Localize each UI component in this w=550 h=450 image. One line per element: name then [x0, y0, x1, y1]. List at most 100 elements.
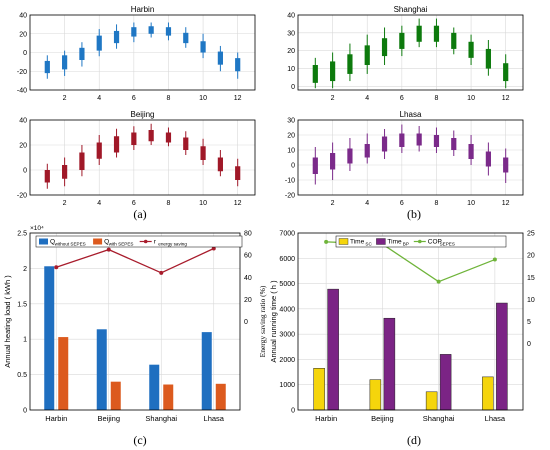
- box: [485, 48, 491, 69]
- y-tick-label: 6000: [279, 256, 295, 263]
- box: [433, 135, 440, 147]
- box: [451, 32, 457, 49]
- box: [62, 55, 68, 70]
- box: [364, 144, 370, 158]
- boxplot-shanghai: 2 4 6 8 10 12 0 10 20 30 40 Shanghai: [287, 5, 524, 102]
- y-tick-label: 1.5: [17, 301, 27, 308]
- bar: [110, 381, 121, 410]
- x-tick-label: 6: [400, 95, 404, 102]
- y2-tick-label: 0: [527, 341, 531, 348]
- boxplot-beijing: 2 4 6 8 10 12 -20 0 20 40 Beijing: [17, 110, 256, 207]
- bar: [96, 329, 107, 410]
- box: [113, 136, 120, 153]
- x-tick-label: 4: [97, 200, 101, 207]
- box: [235, 58, 241, 72]
- box: [44, 170, 50, 183]
- legend-label: Q: [104, 239, 109, 246]
- x-category-label: Beijing: [97, 414, 120, 423]
- box: [62, 165, 68, 179]
- x-tick-label: 6: [400, 200, 404, 207]
- y-tick-label: 10: [287, 66, 295, 73]
- line-point: [492, 257, 497, 262]
- bar: [149, 364, 160, 410]
- y2-tick-label: 40: [244, 275, 252, 282]
- box: [347, 54, 353, 74]
- y2-tick-label: 60: [244, 253, 252, 260]
- plot-frame: [297, 14, 524, 91]
- box: [96, 35, 102, 51]
- boxplot-lhasa: 2 4 6 8 10 12 -20 -10 0 10 20 30 Lhasa: [285, 110, 524, 207]
- y-tick-label: 0: [23, 168, 27, 175]
- bar: [482, 376, 494, 411]
- line-point: [54, 265, 59, 270]
- box: [468, 41, 474, 58]
- x-tick-label: 8: [435, 200, 439, 207]
- y-axis-multiplier: ×10⁴: [30, 225, 44, 232]
- legend-label: Time: [350, 239, 365, 246]
- y-tick-label: -20: [17, 193, 27, 200]
- legend-label: Q: [50, 239, 55, 246]
- bar: [383, 317, 396, 411]
- y-tick-label: 0: [291, 163, 295, 170]
- panel-label-a: (a): [133, 207, 146, 221]
- y2-axis-label: Energy saving ratio (%): [258, 285, 267, 357]
- box: [44, 60, 50, 74]
- line-point: [211, 246, 216, 251]
- legend-swatch: [39, 238, 48, 245]
- x-tick-label: 2: [63, 200, 67, 207]
- legend-label: COP: [428, 239, 442, 246]
- box: [79, 152, 85, 170]
- chart-title: Beijing: [130, 110, 154, 119]
- x-tick-label: 2: [63, 95, 67, 102]
- bar: [496, 302, 508, 411]
- y-tick-label: 0: [291, 408, 295, 415]
- y-tick-label: 1000: [279, 382, 295, 389]
- chart-title: Shanghai: [394, 5, 428, 14]
- box: [433, 25, 440, 42]
- box: [416, 133, 422, 146]
- box: [503, 63, 509, 82]
- y-tick-label: -40: [17, 88, 27, 95]
- box: [165, 27, 172, 36]
- y-tick-label: 4000: [279, 306, 295, 313]
- x-tick-label: 6: [132, 95, 136, 102]
- y-tick-label: 30: [287, 30, 295, 37]
- y-tick-label: 0: [23, 408, 27, 415]
- panel-label-b: (b): [407, 207, 421, 221]
- y-tick-label: 30: [287, 118, 295, 125]
- plot-frame: [297, 232, 524, 411]
- legend-label-subscript: without SEPES: [55, 242, 86, 247]
- box: [399, 32, 405, 49]
- bar: [439, 354, 452, 411]
- y2-tick-label: 20: [527, 253, 535, 260]
- legend-point-swatch: [418, 239, 422, 244]
- x-tick-label: 8: [435, 95, 439, 102]
- legend-label-subscript: with SEPES: [109, 242, 134, 247]
- legend-swatch: [376, 238, 386, 245]
- y-tick-label: -20: [285, 193, 295, 200]
- box: [148, 130, 154, 142]
- x-tick-label: 2: [331, 200, 335, 207]
- x-category-label: Shanghai: [145, 414, 177, 423]
- y2-tick-label: 80: [244, 231, 252, 238]
- y-tick-label: 1: [23, 337, 27, 344]
- box: [183, 137, 189, 150]
- x-tick-label: 12: [502, 95, 510, 102]
- y-tick-label: 2.5: [17, 231, 27, 238]
- x-tick-label: 8: [167, 200, 171, 207]
- legend-label: r: [154, 239, 157, 246]
- box: [347, 148, 353, 164]
- box: [217, 51, 223, 65]
- x-category-label: Harbin: [315, 414, 337, 423]
- y-tick-label: -20: [17, 69, 27, 76]
- box: [468, 144, 474, 159]
- panel-label-d: (d): [407, 433, 421, 447]
- box: [96, 142, 102, 159]
- x-tick-label: 4: [97, 95, 101, 102]
- x-tick-label: 10: [467, 95, 475, 102]
- box: [312, 157, 318, 174]
- box: [399, 133, 405, 147]
- line-point: [324, 239, 329, 244]
- x-tick-label: 10: [467, 200, 475, 207]
- y-tick-label: 0: [291, 84, 295, 91]
